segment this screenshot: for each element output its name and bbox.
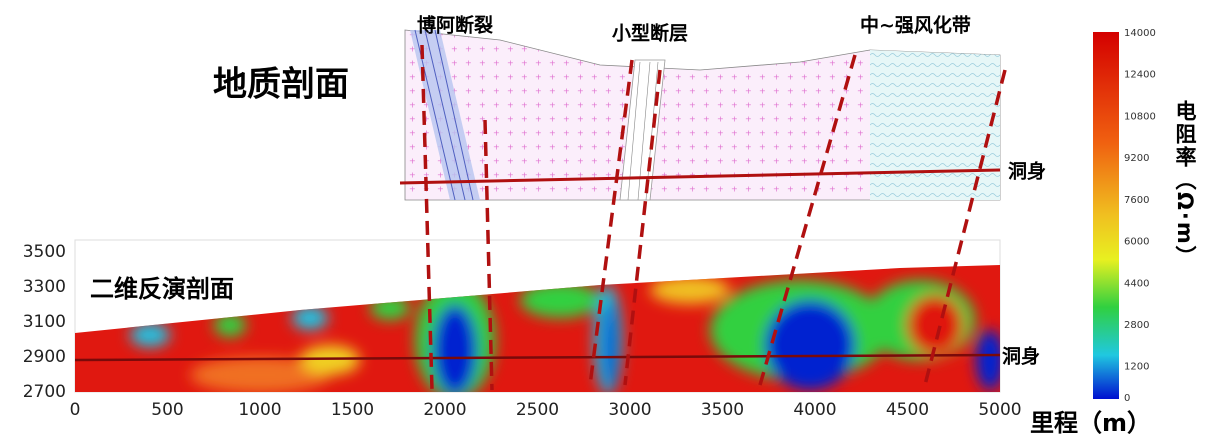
colorbar-tick-label: 4400 [1124, 278, 1149, 289]
colorbar-tick-label: 6000 [1124, 237, 1149, 248]
tunnel-label: 洞身 [1002, 345, 1040, 368]
x-axis-label: 里程（m） [1030, 409, 1151, 437]
x-tick-label: 4500 [886, 400, 929, 420]
zone-label: 中~强风化带 [860, 14, 971, 37]
figure: + 地质剖面 博阿断裂 小型断层 中~强风化带 洞身 [0, 0, 1206, 437]
canvas: + 地质剖面 博阿断裂 小型断层 中~强风化带 洞身 [0, 0, 1206, 437]
colorbar-tick-label: 0 [1124, 393, 1130, 404]
fault-label: 小型断层 [612, 22, 688, 45]
x-tick-label: 500 [151, 400, 183, 420]
x-tick-label: 1500 [331, 400, 374, 420]
colorbar-label: 电阻率（Ω·m） [1170, 100, 1200, 269]
x-tick-label: 4000 [793, 400, 836, 420]
y-tick-label: 3100 [23, 312, 66, 332]
x-tick-label: 2500 [516, 400, 559, 420]
colorbar-tick-label: 10800 [1124, 111, 1156, 122]
geology-section [400, 30, 1000, 200]
colorbar-tick-label: 9200 [1124, 153, 1149, 164]
x-tick-label: 0 [70, 400, 81, 420]
x-tick-label: 3000 [608, 400, 651, 420]
x-tick-label: 1000 [238, 400, 281, 420]
y-tick-label: 3500 [23, 242, 66, 262]
inversion-profile [75, 240, 1004, 400]
colorbar [1093, 32, 1119, 399]
colorbar-tick-label: 2800 [1124, 320, 1149, 331]
x-tick-label: 3500 [701, 400, 744, 420]
colorbar-tick-label: 12400 [1124, 70, 1156, 81]
y-tick-label: 3300 [23, 277, 66, 297]
fault-label: 博阿断裂 [417, 14, 493, 37]
x-tick-label: 2000 [423, 400, 466, 420]
colorbar-tick-label: 1200 [1124, 362, 1149, 373]
y-tick-label: 2900 [23, 347, 66, 367]
geology-title: 地质剖面 [213, 65, 349, 105]
inversion-title: 二维反演剖面 [90, 275, 234, 303]
colorbar-tick-label: 7600 [1124, 195, 1149, 206]
tunnel-label: 洞身 [1008, 160, 1046, 183]
colorbar-tick-label: 14000 [1124, 28, 1156, 39]
x-tick-label: 5000 [978, 400, 1021, 420]
y-tick-label: 2700 [23, 382, 66, 402]
